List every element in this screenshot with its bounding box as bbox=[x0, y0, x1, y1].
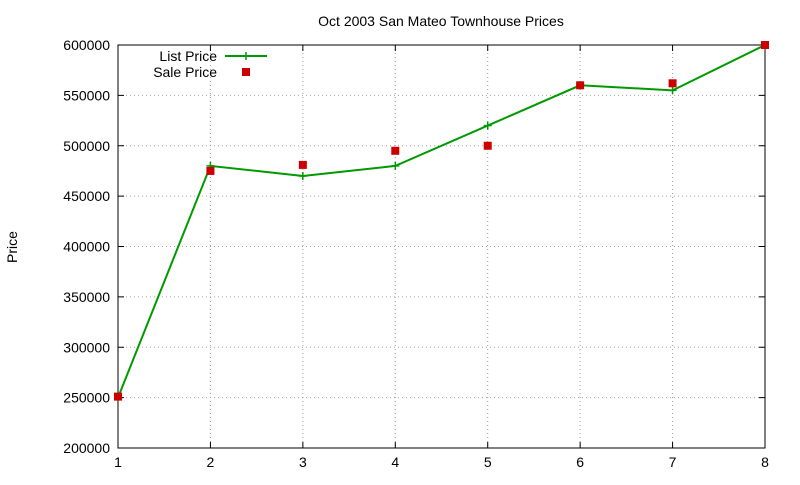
y-tick-label: 350000 bbox=[63, 289, 110, 305]
y-tick-label: 500000 bbox=[63, 138, 110, 154]
list-price-line bbox=[117, 44, 766, 398]
y-tick-label: 300000 bbox=[63, 339, 110, 355]
legend-square-sample bbox=[242, 68, 250, 76]
y-tick-label: 400000 bbox=[63, 239, 110, 255]
x-tick-label: 5 bbox=[484, 454, 492, 470]
x-tick-label: 4 bbox=[391, 454, 399, 470]
y-tick-label: 250000 bbox=[63, 390, 110, 406]
chart-title: Oct 2003 San Mateo Townhouse Prices bbox=[318, 13, 564, 29]
axes bbox=[117, 44, 766, 449]
sale-price-point bbox=[298, 160, 307, 169]
x-tick-label: 7 bbox=[669, 454, 677, 470]
sale-price-point bbox=[206, 166, 215, 175]
x-tick-label: 8 bbox=[761, 454, 769, 470]
sale-price-point bbox=[114, 392, 122, 401]
sale-price-point bbox=[668, 79, 677, 88]
legend-label: Sale Price bbox=[153, 64, 217, 80]
x-tick-label: 1 bbox=[114, 454, 122, 470]
y-tick-label: 200000 bbox=[63, 440, 110, 456]
x-tick-label: 6 bbox=[576, 454, 584, 470]
series-1 bbox=[114, 41, 769, 401]
sale-price-point bbox=[761, 41, 769, 49]
grid-lines bbox=[118, 45, 765, 448]
series-marks bbox=[114, 41, 769, 402]
y-tick-label: 550000 bbox=[63, 87, 110, 103]
y-tick-label: 450000 bbox=[63, 188, 110, 204]
x-tick-label: 3 bbox=[299, 454, 307, 470]
sale-price-point bbox=[391, 146, 400, 155]
sale-price-point bbox=[483, 141, 492, 150]
x-tick-label: 2 bbox=[207, 454, 215, 470]
tick-labels: 1 2 3 4 5 6 7 8 200000 250000 300000 350000 400000 45… bbox=[63, 37, 769, 470]
plot-border bbox=[117, 44, 766, 449]
legend-label: List Price bbox=[159, 48, 217, 64]
y-tick-label: 600000 bbox=[63, 37, 110, 53]
sale-price-point bbox=[576, 81, 585, 90]
y-axis-label: Price bbox=[4, 231, 20, 263]
